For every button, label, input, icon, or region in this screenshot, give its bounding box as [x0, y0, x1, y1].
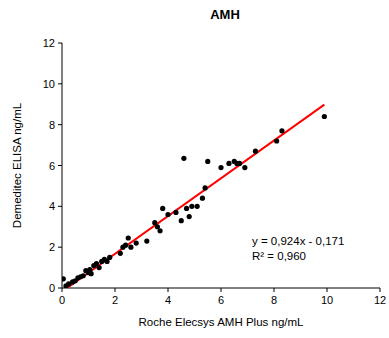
y-tick: [58, 165, 62, 166]
point: [126, 235, 131, 240]
y-tick-label: 12: [43, 37, 55, 49]
x-tick: [380, 288, 381, 292]
point: [173, 210, 178, 215]
point: [187, 214, 192, 219]
x-tick-label: 0: [59, 294, 65, 306]
point: [184, 206, 189, 211]
y-tick-label: 10: [43, 78, 55, 90]
point: [81, 273, 86, 278]
point: [181, 156, 186, 161]
y-tick-label: 4: [49, 200, 55, 212]
point: [128, 245, 133, 250]
x-tick: [274, 288, 275, 292]
x-tick-label: 10: [321, 294, 333, 306]
point: [242, 165, 247, 170]
chart: AMH 0 2 4 6 8 10 12 0 2 4 6 8 10 12 Roche Elecsys AMH P…: [0, 0, 389, 338]
x-tick: [327, 288, 328, 292]
y-tick: [58, 288, 62, 289]
point: [157, 228, 162, 233]
y-tick: [58, 247, 62, 248]
point: [107, 255, 112, 260]
point: [195, 204, 200, 209]
point: [97, 265, 102, 270]
y-axis-label: Demeditec ELISA ng/mL: [11, 102, 23, 228]
point: [189, 204, 194, 209]
point: [274, 138, 279, 143]
point: [165, 212, 170, 217]
point: [89, 271, 94, 276]
x-tick: [168, 288, 169, 292]
x-tick: [115, 288, 116, 292]
x-axis-label: Roche Elecsys AMH Plus ng/mL: [139, 316, 305, 328]
title: AMH: [210, 7, 240, 22]
x-tick: [221, 288, 222, 292]
point: [134, 240, 139, 245]
x-tick-label: 8: [271, 294, 277, 306]
point: [144, 238, 149, 243]
point: [279, 128, 284, 133]
y-tick: [58, 83, 62, 84]
x-tick-label: 12: [374, 294, 386, 306]
point: [253, 149, 258, 154]
point: [203, 185, 208, 190]
point: [118, 251, 123, 256]
plot-area: [62, 105, 327, 288]
point: [123, 243, 128, 248]
x-tick-label: 2: [112, 294, 118, 306]
y-tick-label: 2: [49, 241, 55, 253]
y-tick-label: 0: [49, 282, 55, 294]
point: [226, 161, 231, 166]
point: [160, 206, 165, 211]
point: [62, 276, 66, 281]
point: [218, 165, 223, 170]
point: [237, 161, 242, 166]
y-tick-label: 8: [49, 119, 55, 131]
point: [179, 218, 184, 223]
x-tick-label: 4: [165, 294, 171, 306]
annotation: R² = 0,960: [252, 250, 306, 262]
point: [200, 196, 205, 201]
y-tick: [58, 124, 62, 125]
y-tick: [58, 43, 62, 44]
y-tick: [58, 206, 62, 207]
x-tick-label: 6: [218, 294, 224, 306]
x-tick: [62, 288, 63, 292]
point: [205, 159, 210, 164]
point: [322, 114, 327, 119]
fit-line: [67, 105, 324, 288]
y-tick-label: 6: [49, 160, 55, 172]
annotation: y = 0,924x - 0,171: [252, 235, 344, 247]
